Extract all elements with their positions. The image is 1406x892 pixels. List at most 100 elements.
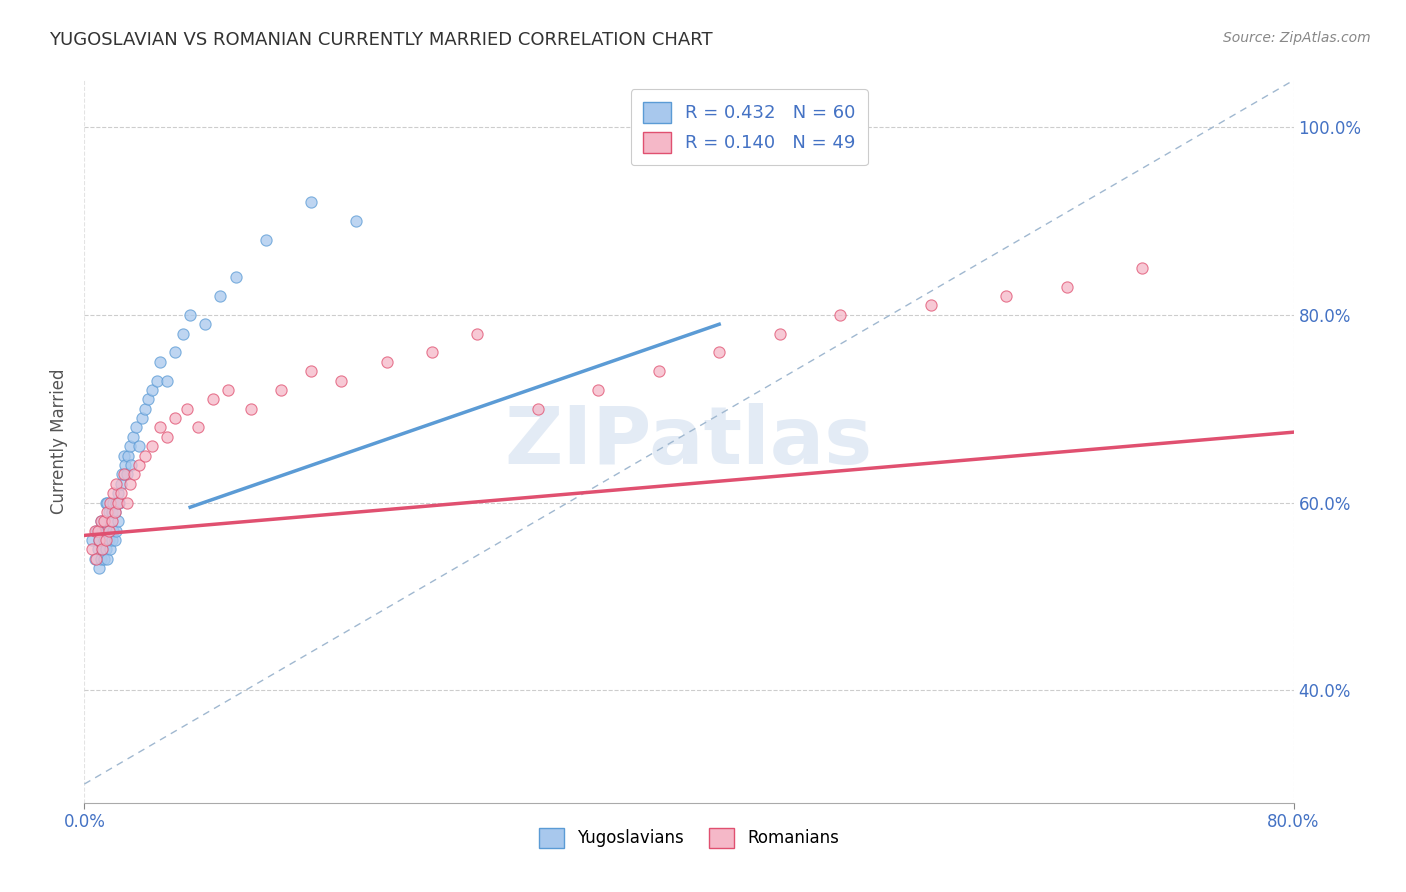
Point [165,345,187,359]
Point [105,524,128,538]
Point [172,326,194,341]
Point [128,458,150,472]
Point [89,561,111,575]
Point [91,542,114,557]
Point [141,383,163,397]
Point [100,533,122,547]
Point [769,326,792,341]
Point [104,505,127,519]
Point [84,551,107,566]
Point [100,505,122,519]
Point [121,430,143,444]
Point [709,345,731,359]
Text: ZIPatlas: ZIPatlas [505,402,873,481]
Point [112,467,135,482]
Point [93,514,115,528]
Point [96,551,118,566]
Point [1130,260,1153,275]
Point [101,495,124,509]
Point [115,495,138,509]
Point [94,533,117,547]
Point [156,374,179,388]
Point [98,495,121,509]
Point [217,383,239,397]
Point [110,476,132,491]
Point [187,420,209,434]
Point [91,524,114,538]
Point [101,524,124,538]
Legend: Yugoslavians, Romanians: Yugoslavians, Romanians [530,820,848,856]
Point [96,505,118,519]
Point [98,542,121,557]
Point [120,458,142,472]
Point [86,524,108,538]
Point [128,439,150,453]
Point [165,411,187,425]
Point [176,401,198,416]
Point [527,401,550,416]
Point [97,505,120,519]
Point [111,467,134,482]
Point [141,439,163,453]
Point [330,374,353,388]
Point [89,533,111,547]
Point [115,467,138,482]
Point [90,551,112,566]
Point [299,364,322,378]
Point [131,411,153,425]
Point [117,449,139,463]
Point [93,551,115,566]
Point [346,214,368,228]
Point [97,533,120,547]
Point [87,542,110,557]
Point [107,486,129,500]
Point [112,449,135,463]
Point [114,458,136,472]
Point [239,401,262,416]
Point [122,467,145,482]
Point [84,524,107,538]
Point [420,345,443,359]
Point [108,495,131,509]
Point [588,383,610,397]
Text: YUGOSLAVIAN VS ROMANIAN CURRENTLY MARRIED CORRELATION CHART: YUGOSLAVIAN VS ROMANIAN CURRENTLY MARRIE… [49,31,713,49]
Point [118,476,141,491]
Point [94,495,117,509]
Point [105,495,128,509]
Point [110,486,132,500]
Point [467,326,489,341]
Point [89,533,111,547]
Point [107,495,129,509]
Point [93,533,115,547]
Point [94,542,117,557]
Point [94,524,117,538]
Point [107,514,129,528]
Point [87,524,110,538]
Point [86,551,108,566]
Point [90,514,112,528]
Point [270,383,292,397]
Point [375,355,398,369]
Point [179,308,201,322]
Point [100,514,122,528]
Point [156,430,179,444]
Point [104,505,127,519]
Point [134,449,156,463]
Point [299,195,322,210]
Point [225,270,247,285]
Point [91,542,114,557]
Point [134,401,156,416]
Point [1056,279,1078,293]
Point [104,533,127,547]
Point [995,289,1018,303]
Point [105,476,128,491]
Point [254,233,277,247]
Point [209,289,232,303]
Point [118,439,141,453]
Text: Source: ZipAtlas.com: Source: ZipAtlas.com [1223,31,1371,45]
Point [101,486,124,500]
Point [920,298,942,312]
Point [194,318,217,332]
Y-axis label: Currently Married: Currently Married [49,368,67,515]
Point [149,355,172,369]
